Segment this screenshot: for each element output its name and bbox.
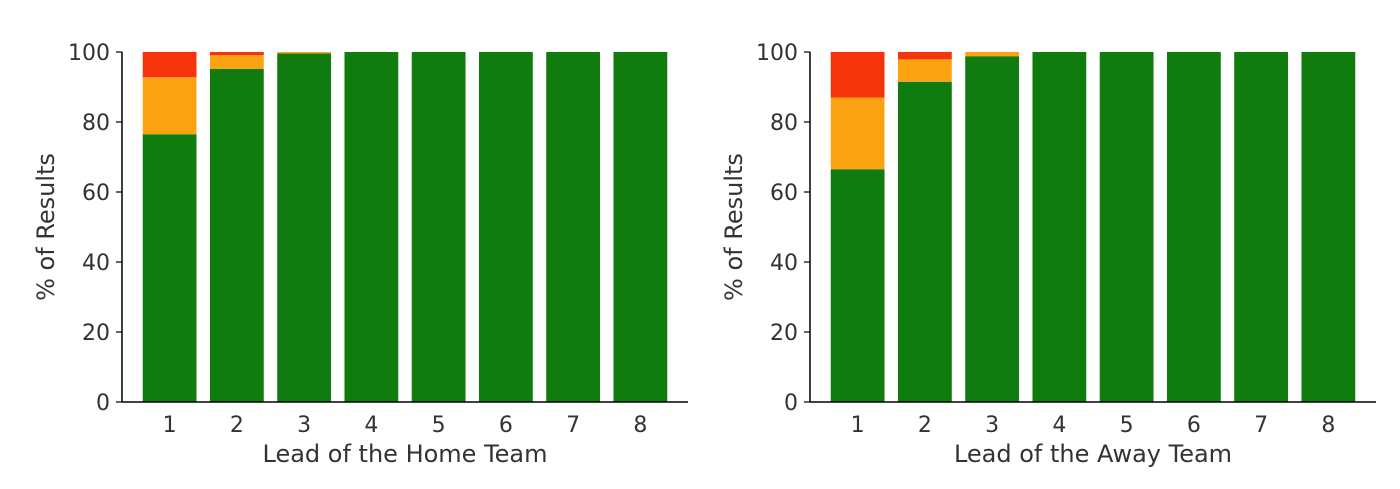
home-team-x-tick-label: 6 <box>499 413 513 438</box>
away-team-bar-loss-1 <box>830 52 885 98</box>
away-team-bar-win-6 <box>1166 52 1221 402</box>
away-team-y-ticks: 0 20 40 60 80 100 <box>756 41 810 416</box>
away-team-bar-draw-3 <box>965 52 1020 57</box>
home-team-bar-win-7 <box>546 52 601 402</box>
home-team-x-tick-label: 8 <box>633 413 647 438</box>
home-team-bar-loss-1 <box>142 52 197 78</box>
home-team-bar-draw-3 <box>277 52 332 54</box>
home-team-x-axis-label: Lead of the Home Team <box>263 440 548 468</box>
home-team-bar-loss-2 <box>209 52 264 56</box>
away-team-y-tick-label: 40 <box>770 251 798 276</box>
away-team-bar-win-1 <box>830 169 885 402</box>
home-team-bar-win-1 <box>142 134 197 402</box>
home-team-bar-win-5 <box>411 52 466 402</box>
home-team-bar-win-8 <box>613 52 668 402</box>
home-team-bar-draw-2 <box>209 55 264 69</box>
home-team-x-tick-label: 7 <box>566 413 580 438</box>
away-team-x-tick-label: 8 <box>1321 413 1335 438</box>
away-team-y-tick-label: 60 <box>770 181 798 206</box>
away-team-bar-win-7 <box>1234 52 1289 402</box>
away-team-x-tick-label: 1 <box>851 413 865 438</box>
home-team-y-tick-label: 20 <box>82 321 110 346</box>
away-team-x-tick-label: 2 <box>918 413 932 438</box>
home-team-x-tick-label: 5 <box>432 413 446 438</box>
away-team-chart: 0 20 40 60 80 100 1 2 3 4 5 6 7 8 Lead of the Away T… <box>720 41 1376 468</box>
home-team-x-tick-label: 2 <box>230 413 244 438</box>
away-team-x-ticks: 1 2 3 4 5 6 7 8 <box>851 413 1336 438</box>
away-team-x-tick-label: 3 <box>985 413 999 438</box>
home-team-bar-draw-1 <box>142 77 197 135</box>
home-team-y-tick-label: 60 <box>82 181 110 206</box>
away-team-y-tick-label: 80 <box>770 111 798 136</box>
away-team-bar-loss-2 <box>897 52 952 60</box>
away-team-bar-win-2 <box>897 81 952 402</box>
home-team-y-ticks: 0 20 40 60 80 100 <box>68 41 122 416</box>
away-team-x-tick-label: 4 <box>1052 413 1066 438</box>
away-team-y-tick-label: 0 <box>784 391 798 416</box>
home-team-bar-win-3 <box>277 53 332 403</box>
away-team-bar-win-5 <box>1099 52 1154 402</box>
home-team-bars <box>142 52 668 403</box>
away-team-x-tick-label: 6 <box>1187 413 1201 438</box>
away-team-x-axis-label: Lead of the Away Team <box>954 440 1232 468</box>
home-team-x-ticks: 1 2 3 4 5 6 7 8 <box>163 413 648 438</box>
away-team-y-tick-label: 20 <box>770 321 798 346</box>
away-team-bar-draw-2 <box>897 59 952 82</box>
home-team-y-tick-label: 100 <box>68 41 110 66</box>
away-team-y-tick-label: 100 <box>756 41 798 66</box>
away-team-x-tick-label: 5 <box>1120 413 1134 438</box>
home-team-x-tick-label: 1 <box>163 413 177 438</box>
home-team-bar-win-4 <box>344 52 399 402</box>
away-team-bar-win-8 <box>1301 52 1356 402</box>
away-team-bar-draw-1 <box>830 97 885 170</box>
away-team-x-tick-label: 7 <box>1254 413 1268 438</box>
away-team-bars <box>830 52 1356 402</box>
away-team-bar-win-4 <box>1032 52 1087 402</box>
away-team-bar-win-3 <box>965 56 1020 402</box>
home-team-bar-win-2 <box>209 68 264 403</box>
home-team-x-tick-label: 3 <box>297 413 311 438</box>
home-team-y-tick-label: 0 <box>96 391 110 416</box>
home-team-bar-win-6 <box>478 52 533 402</box>
home-team-x-tick-label: 4 <box>364 413 378 438</box>
home-team-y-tick-label: 40 <box>82 251 110 276</box>
home-team-y-axis-label: % of Results <box>32 153 60 301</box>
home-team-chart: 0 20 40 60 80 100 1 2 3 4 5 6 7 8 Lead of the Home T… <box>32 41 688 468</box>
away-team-y-axis-label: % of Results <box>720 153 748 301</box>
home-team-y-tick-label: 80 <box>82 111 110 136</box>
